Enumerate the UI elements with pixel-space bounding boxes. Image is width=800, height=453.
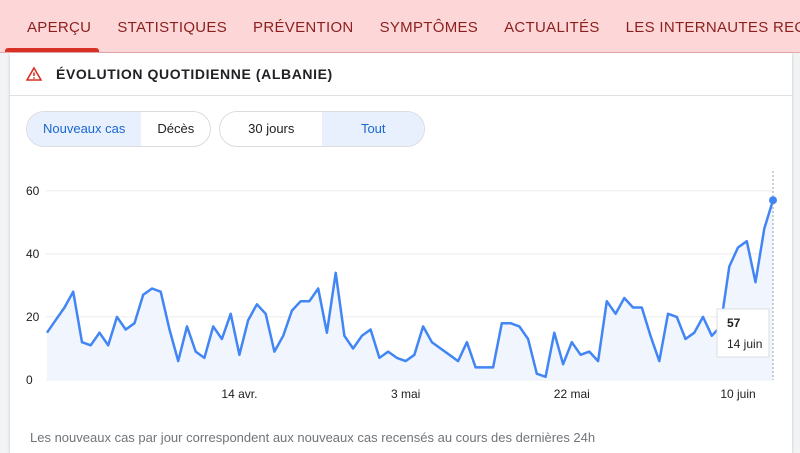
x-tick-label: 22 mai (554, 387, 590, 401)
card-header: ÉVOLUTION QUOTIDIENNE (ALBANIE) (10, 53, 792, 96)
y-tick-label: 0 (26, 373, 33, 387)
tab[interactable]: SYMPTÔMES (379, 19, 479, 36)
tooltip-date: 14 juin (727, 337, 762, 351)
card: ÉVOLUTION QUOTIDIENNE (ALBANIE) Nouveaux… (10, 53, 792, 453)
x-tick-label: 14 avr. (221, 387, 257, 401)
line (45, 199, 775, 379)
toggle-button[interactable]: Tout (322, 112, 425, 146)
toggle-group: 30 jours Tout (219, 111, 426, 147)
toggle-button[interactable]: Décès (157, 121, 195, 136)
x-tick-label: 10 juin (720, 387, 755, 401)
warning-icon (26, 66, 42, 81)
point (769, 196, 777, 205)
tooltip-value: 57 (727, 316, 741, 330)
card-title: ÉVOLUTION QUOTIDIENNE (ALBANIE) (56, 66, 333, 82)
tab[interactable]: LES INTERNAUTES RECHERCHENT AUSSI (625, 19, 800, 36)
tab[interactable]: PRÉVENTION (253, 19, 354, 36)
footnote: Les nouveaux cas par jour correspondent … (30, 430, 596, 445)
x-tick-label: 3 mai (391, 387, 420, 401)
y-tick-label: 40 (26, 247, 40, 261)
y-tick-label: 60 (26, 184, 40, 198)
tab-bar: APERÇU STATISTIQUES PRÉVENTION SYMPTÔMES ACT… (0, 0, 800, 53)
toggles: Nouveaux cas Décès 30 jours Tout (26, 111, 426, 147)
tab[interactable]: ACTUALITÉS (504, 19, 600, 36)
chart: 0 20 40 60 14 avr. 3 mai 22 mai 10 juin 57 14 jui… (26, 171, 777, 401)
toggle-group: Nouveaux cas Décès (26, 111, 212, 147)
y-tick-label: 20 (26, 310, 40, 324)
area (47, 200, 773, 380)
tab[interactable]: APERÇU (0, 0, 104, 52)
toggle-button[interactable]: Nouveaux cas (27, 112, 142, 146)
tooltip (716, 308, 770, 358)
tab[interactable]: STATISTIQUES (117, 19, 228, 36)
toggle-button[interactable]: 30 jours (248, 121, 295, 136)
